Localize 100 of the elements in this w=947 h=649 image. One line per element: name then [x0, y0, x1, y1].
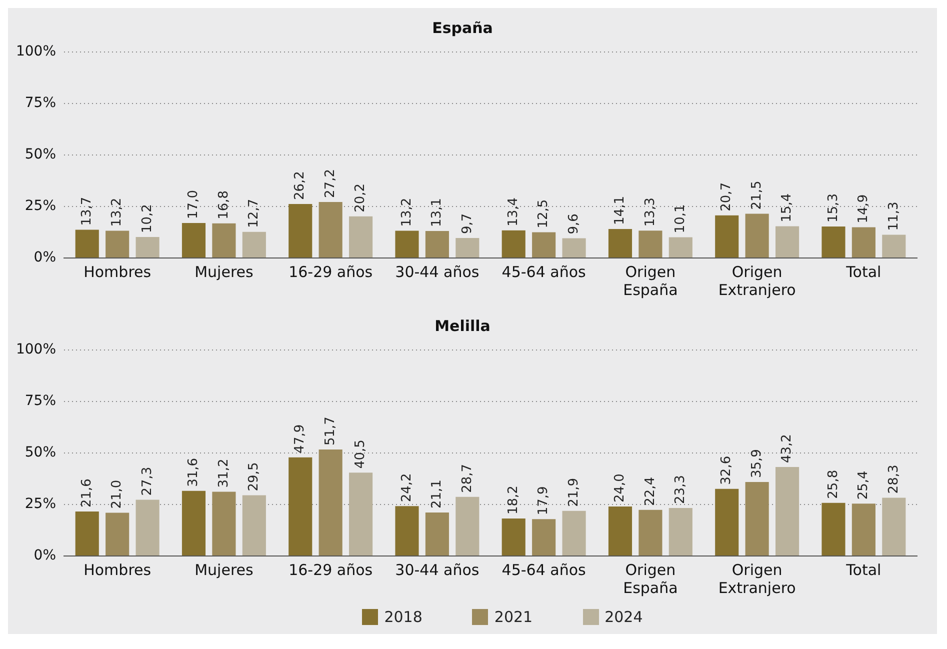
data-label: 20,2: [353, 183, 368, 212]
x-tick-label: 16-29 años: [288, 560, 373, 579]
bar: [668, 237, 692, 258]
bar: [852, 227, 876, 258]
bar: [532, 232, 556, 258]
bar: [318, 202, 342, 258]
bar: [638, 510, 662, 556]
bar: [608, 228, 632, 258]
bar: [715, 215, 739, 258]
x-tick-label: Origen España: [623, 262, 678, 299]
chart-title: España: [432, 18, 493, 37]
bar: [822, 226, 846, 258]
bar: [715, 488, 739, 556]
x-tick-label: Mujeres: [194, 560, 254, 579]
y-tick-label: 0%: [34, 250, 56, 266]
bar: [182, 222, 206, 258]
data-label: 32,6: [719, 456, 734, 485]
bar: [532, 519, 556, 556]
bar: [395, 230, 419, 258]
bar: [425, 512, 449, 556]
data-label: 15,4: [780, 193, 795, 222]
data-label: 31,2: [216, 458, 232, 488]
data-label: 25,8: [826, 470, 841, 499]
data-label: 10,2: [140, 204, 155, 233]
data-label: 13,1: [430, 198, 445, 228]
x-tick-label: 16-29 años: [288, 262, 373, 281]
data-label: 43,2: [780, 434, 795, 464]
bar: [318, 450, 342, 556]
data-label: 24,0: [612, 474, 628, 503]
data-label: 12,5: [536, 199, 552, 228]
bar: [502, 518, 526, 556]
bar: [562, 238, 586, 258]
bar: [242, 495, 266, 556]
bar: [608, 506, 632, 556]
x-tick-label: Origen Extranjero: [718, 262, 796, 299]
y-tick-label: 25%: [24, 496, 56, 512]
bar: [288, 457, 312, 556]
data-label: 31,6: [186, 458, 202, 487]
y-tick-label: 100%: [16, 342, 56, 358]
data-label: 13,2: [399, 198, 414, 227]
y-tick-label: 0%: [34, 548, 56, 564]
chart-title: Melilla: [434, 316, 490, 335]
bar: [106, 230, 130, 258]
data-label: 21,9: [566, 478, 582, 507]
x-tick-label: Hombres: [84, 560, 152, 579]
bar: [562, 510, 586, 556]
data-label: 40,5: [353, 440, 368, 469]
data-label: 17,0: [186, 190, 202, 219]
x-tick-label: Total: [845, 262, 882, 281]
bar: [456, 496, 480, 556]
data-label: 17,9: [536, 486, 552, 516]
bar: [502, 230, 526, 258]
bar: [882, 498, 906, 556]
bar: [75, 512, 99, 556]
data-label: 27,2: [322, 169, 338, 198]
data-label: 28,7: [460, 464, 475, 493]
bar: [456, 238, 480, 258]
data-label: 14,1: [612, 196, 628, 225]
x-tick-label: Origen Extranjero: [718, 560, 796, 597]
data-label: 20,7: [719, 182, 734, 212]
x-tick-label: 30-44 años: [395, 560, 480, 579]
bar: [212, 492, 236, 556]
x-tick-label: Mujeres: [194, 262, 254, 281]
data-label: 18,2: [506, 486, 521, 515]
data-label: 24,2: [399, 473, 414, 502]
bar: [822, 502, 846, 556]
data-label: 21,6: [80, 478, 94, 508]
data-label: 23,3: [673, 475, 688, 504]
bar: [212, 223, 236, 258]
bar: [349, 472, 373, 556]
bar: [75, 230, 99, 258]
y-tick-label: 50%: [24, 444, 56, 461]
x-tick-label: Origen España: [623, 560, 678, 597]
data-label: 12,7: [246, 198, 262, 228]
data-label: 11,3: [886, 202, 902, 231]
data-label: 13,2: [110, 198, 125, 227]
legend-label: 2018: [384, 608, 422, 626]
y-tick-label: 100%: [16, 44, 56, 60]
data-label: 13,4: [506, 197, 521, 226]
legend-label: 2024: [604, 608, 643, 626]
data-label: 47,9: [292, 424, 308, 454]
bar: [668, 508, 692, 556]
x-tick-label: 45-64 años: [502, 262, 586, 281]
data-label: 26,2: [292, 171, 308, 200]
data-label: 10,1: [673, 204, 688, 234]
bar: [638, 230, 662, 258]
bar: [395, 506, 419, 556]
bar: [136, 500, 160, 556]
data-label: 25,4: [856, 470, 872, 500]
data-label: 14,9: [856, 194, 872, 224]
bar: [349, 216, 373, 258]
data-label: 13,3: [642, 198, 658, 227]
bar: [425, 231, 449, 258]
data-label: 21,0: [110, 480, 125, 509]
x-tick-label: Hombres: [84, 262, 152, 281]
y-tick-label: 75%: [24, 95, 56, 112]
x-tick-label: 45-64 años: [502, 560, 586, 579]
bar: [136, 236, 160, 258]
data-label: 21,5: [749, 180, 764, 210]
x-tick-label: 30-44 años: [395, 262, 480, 281]
